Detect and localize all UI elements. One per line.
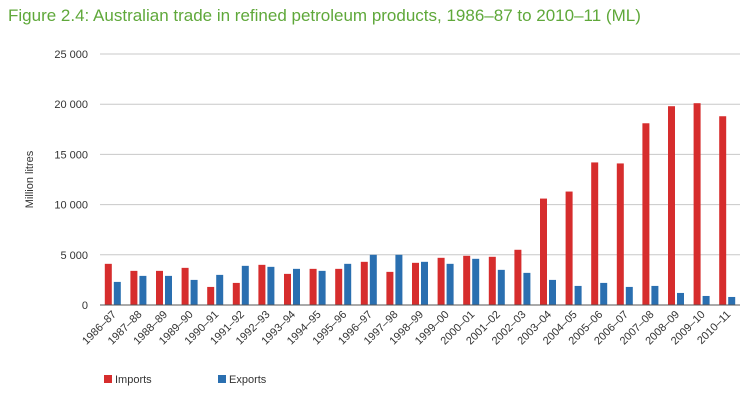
- bar-exports-2009–10: [702, 295, 710, 305]
- bar-imports-1988–89: [156, 270, 163, 305]
- bar-imports-2002–03: [514, 249, 522, 305]
- bar-imports-1987–88: [130, 270, 138, 305]
- bar-imports-2008–09: [668, 106, 675, 305]
- bar-imports-2003–04: [540, 198, 547, 305]
- y-tick-label: 25 000: [54, 49, 88, 61]
- bar-imports-2009–10: [693, 103, 701, 305]
- y-axis-ticks: 0 5 000 10 000 15 000 20 000 25 000: [54, 49, 88, 312]
- bar-imports-1994–95: [309, 268, 317, 305]
- y-tick-label: 5 000: [60, 250, 88, 262]
- bar-exports-1993–94: [293, 268, 300, 305]
- bar-imports-1992–93: [258, 264, 266, 305]
- x-axis-ticks: 1986–871987–881988–891989–901990–911991–…: [80, 309, 733, 348]
- bar-exports-2001–02: [497, 269, 505, 305]
- bar-imports-1997–98: [386, 271, 394, 305]
- bar-imports-2007–08: [642, 123, 650, 305]
- bar-exports-1999–00: [446, 263, 454, 305]
- bar-imports-2001–02: [488, 256, 496, 305]
- chart-title: Figure 2.4: Australian trade in refined …: [8, 6, 641, 25]
- y-tick-label: 15 000: [54, 149, 88, 161]
- bar-exports-2002–03: [523, 272, 531, 305]
- bar-exports-2003–04: [549, 279, 556, 305]
- bar-exports-1991–92: [241, 265, 249, 305]
- bar-exports-1992–93: [267, 266, 275, 305]
- bar-imports-1986–87: [104, 263, 112, 305]
- bar-exports-1997–98: [395, 254, 403, 305]
- bar-exports-2005–06: [600, 282, 608, 305]
- bar-exports-2010–11: [728, 296, 736, 305]
- bar-imports-1995–96: [335, 268, 343, 305]
- bar-imports-2005–06: [591, 162, 599, 305]
- legend-label-exports: Exports: [229, 374, 267, 386]
- bar-imports-1996–97: [360, 261, 368, 305]
- bar-exports-1994–95: [318, 270, 326, 305]
- bar-imports-1999–00: [437, 257, 445, 305]
- bar-exports-2008–09: [677, 292, 684, 305]
- bar-exports-2007–08: [651, 285, 659, 305]
- bar-imports-2010–11: [719, 116, 727, 305]
- bar-exports-1989–90: [190, 279, 198, 305]
- bar-exports-1998–99: [421, 261, 428, 305]
- bar-imports-2000–01: [463, 255, 471, 305]
- bar-imports-2006–07: [616, 163, 624, 305]
- bar-exports-2004–05: [574, 285, 582, 305]
- bar-imports-2004–05: [565, 191, 573, 305]
- bar-imports-1991–92: [232, 282, 240, 305]
- bar-exports-1988–89: [165, 275, 172, 305]
- bar-imports-1990–91: [207, 286, 215, 305]
- y-axis-label: Million litres: [24, 150, 36, 208]
- legend: Imports Exports: [104, 374, 267, 386]
- legend-swatch-exports: [218, 375, 226, 383]
- bar-exports-2000–01: [472, 258, 480, 305]
- bars: [104, 103, 736, 305]
- y-tick-label: 0: [82, 300, 88, 312]
- bar-exports-1995–96: [344, 263, 352, 305]
- y-tick-label: 20 000: [54, 99, 88, 111]
- bar-imports-1998–99: [412, 262, 419, 305]
- bar-exports-1996–97: [369, 254, 377, 305]
- bar-exports-1987–88: [139, 275, 147, 305]
- legend-swatch-imports: [104, 375, 112, 383]
- y-tick-label: 10 000: [54, 200, 88, 212]
- bar-exports-1986–87: [113, 281, 121, 305]
- bar-exports-2006–07: [625, 286, 633, 305]
- bar-imports-1989–90: [181, 267, 189, 305]
- gridlines: [100, 53, 740, 256]
- bar-exports-1990–91: [216, 274, 224, 305]
- legend-label-imports: Imports: [115, 374, 152, 386]
- bar-imports-1993–94: [284, 273, 291, 305]
